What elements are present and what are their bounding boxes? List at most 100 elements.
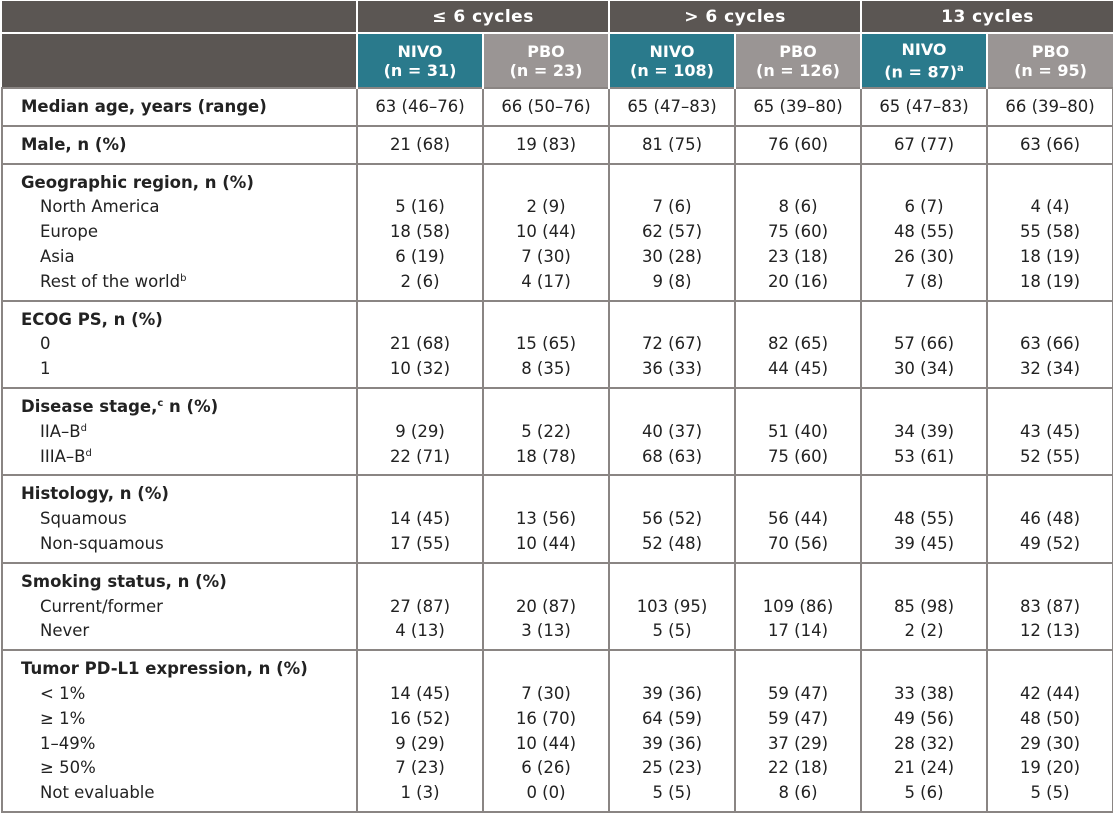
cell-value: 53 (61) xyxy=(893,446,955,466)
arm-name: PBO xyxy=(527,41,565,61)
value-cell: 33 (38) 49 (56) 28 (32) 21 (24) 5 (6) xyxy=(860,649,987,813)
value-cell: 82 (65) 44 (45) xyxy=(734,299,861,388)
table-body: Median age, years (range) 63 (46–76) 66 (5… xyxy=(1,87,1113,813)
value-cell: 7 (6) 62 (57) 30 (28) 9 (8) xyxy=(608,162,735,301)
value-cell: 9 (29) 22 (71) xyxy=(356,386,483,476)
row-label: Smoking status, n (%) xyxy=(21,570,356,595)
cell-value: 15 (65) xyxy=(515,334,577,354)
row-label: Disease stage,c n (%) xyxy=(21,395,356,420)
cell-value: 39 (36) xyxy=(641,683,703,703)
arm-header-pbo: PBO (n = 126) xyxy=(734,33,861,88)
value-cell: 76 (60) xyxy=(734,124,861,164)
row-label-text: ECOG PS, n (%) xyxy=(21,309,163,329)
cell-value: 32 (34) xyxy=(1019,359,1081,379)
cell-value: 49 (52) xyxy=(1019,533,1081,553)
value-cell: 65 (47–83) xyxy=(608,87,735,126)
value-cell: 67 (77) xyxy=(860,124,987,164)
value-cell: 20 (87) 3 (13) xyxy=(482,561,609,651)
cell-value: 22 (18) xyxy=(767,758,829,778)
footnote-marker: d xyxy=(80,422,87,434)
cell-value: 63 (66) xyxy=(1019,134,1081,154)
cell-value: 68 (63) xyxy=(641,446,703,466)
cell-value: 30 (28) xyxy=(641,246,703,266)
cell-value: 7 (30) xyxy=(521,683,571,703)
value-cell: 6 (7) 48 (55) 26 (30) 7 (8) xyxy=(860,162,987,301)
arm-header-row: NIVO (n = 31) PBO (n = 23) NIVO (n = 108) PBO(… xyxy=(2,33,1113,88)
row-label-cell: Geographic region, n (%) North America Eur… xyxy=(1,162,357,301)
value-cell: 63 (66) xyxy=(985,124,1113,164)
cell-value: 30 (34) xyxy=(893,359,955,379)
subrow-label: Rest of the worldb xyxy=(21,270,356,295)
cell-value: 22 (71) xyxy=(389,446,451,466)
row-label-cell: Histology, n (%) Squamous Non-squamous xyxy=(1,474,357,563)
row-label-text: Tumor PD-L1 expression, n (%) xyxy=(21,659,308,679)
value-cell: 8 (6) 75 (60) 23 (18) 20 (16) xyxy=(734,162,861,301)
cell-value: 9 (8) xyxy=(652,271,692,291)
value-cell: 21 (68) xyxy=(356,124,483,164)
subrow-label: Current/former xyxy=(21,595,356,620)
subrow-label-text: < 1% xyxy=(40,683,86,703)
cell-value: 70 (56) xyxy=(767,533,829,553)
value-cell: 81 (75) xyxy=(608,124,735,164)
cell-value: 48 (50) xyxy=(1019,708,1081,728)
cell-value: 36 (33) xyxy=(641,359,703,379)
subrow-label-text: North America xyxy=(40,197,160,217)
footnote-marker: d xyxy=(85,447,92,459)
arm-name: NIVO xyxy=(649,41,695,61)
cell-value: 75 (60) xyxy=(767,446,829,466)
subrow-label-text: IIA–B xyxy=(40,421,81,441)
arm-name: NIVO xyxy=(397,41,443,61)
cell-value: 9 (29) xyxy=(395,421,445,441)
row-label-text: Histology, n (%) xyxy=(21,484,169,504)
cell-value: 40 (37) xyxy=(641,421,703,441)
row-label-cell: Median age, years (range) xyxy=(1,87,357,126)
cell-value: 75 (60) xyxy=(767,222,829,242)
cell-value: 103 (95) xyxy=(636,596,708,616)
row-label-text: Smoking status, n (%) xyxy=(21,571,227,591)
cell-value: 5 (5) xyxy=(652,783,692,803)
cell-value: 14 (45) xyxy=(389,509,451,529)
arm-name: NIVO xyxy=(901,39,947,59)
cell-value: 76 (60) xyxy=(767,134,829,154)
cell-value: 2 (9) xyxy=(526,197,566,217)
subrow-label-text: Asia xyxy=(40,246,75,266)
cell-value: 14 (45) xyxy=(389,683,451,703)
cell-value: 16 (70) xyxy=(515,708,577,728)
arm-name: PBO xyxy=(779,41,817,61)
cell-value: 20 (16) xyxy=(767,271,829,291)
cell-value: 5 (16) xyxy=(395,197,445,217)
cell-value: 19 (20) xyxy=(1019,758,1081,778)
row-label-text: Male, n (%) xyxy=(21,134,127,154)
cell-value: 2 (6) xyxy=(400,271,440,291)
table-row: Histology, n (%) Squamous Non-squamous 14 … xyxy=(1,474,1113,563)
arm-header-pbo: PBO (n = 23) xyxy=(482,33,609,88)
arm-name: PBO xyxy=(1031,41,1070,61)
arm-header-pbo: PBO (n = 95) xyxy=(985,33,1113,88)
arm-header-nivo: NIVO (n = 108) xyxy=(608,33,735,88)
cell-value: 27 (87) xyxy=(389,596,451,616)
cell-value: 18 (78) xyxy=(515,446,577,466)
cell-value: 49 (56) xyxy=(893,708,955,728)
cell-value: 18 (58) xyxy=(389,222,451,242)
value-cell: 13 (56) 10 (44) xyxy=(482,474,609,563)
table-row: Median age, years (range) 63 (46–76) 66 (5… xyxy=(1,87,1113,126)
subrow-label: Never xyxy=(21,619,356,644)
row-label-text: Geographic region, n (%) xyxy=(21,172,254,192)
cell-value: 66 (39–80) xyxy=(1005,97,1095,116)
cell-value: 83 (87) xyxy=(1019,596,1081,616)
cell-value: 48 (55) xyxy=(893,222,955,242)
subrow-label-text: Europe xyxy=(40,222,99,242)
subrow-label-text: IIIA–B xyxy=(40,446,86,466)
cell-value: 4 (4) xyxy=(1030,197,1070,217)
value-cell: 5 (22) 18 (78) xyxy=(482,386,609,476)
cell-value: 59 (47) xyxy=(767,708,829,728)
cell-value: 10 (44) xyxy=(515,222,577,242)
value-cell: 14 (45) 17 (55) xyxy=(356,474,483,563)
value-cell: 4 (4) 55 (58) 18 (19) 18 (19) xyxy=(985,162,1113,301)
row-label-cell: Smoking status, n (%) Current/former Never xyxy=(1,561,357,651)
subrow-label: Not evaluable xyxy=(21,781,356,806)
cell-value: 5 (5) xyxy=(652,621,692,641)
subrow-label: North America xyxy=(21,195,356,220)
